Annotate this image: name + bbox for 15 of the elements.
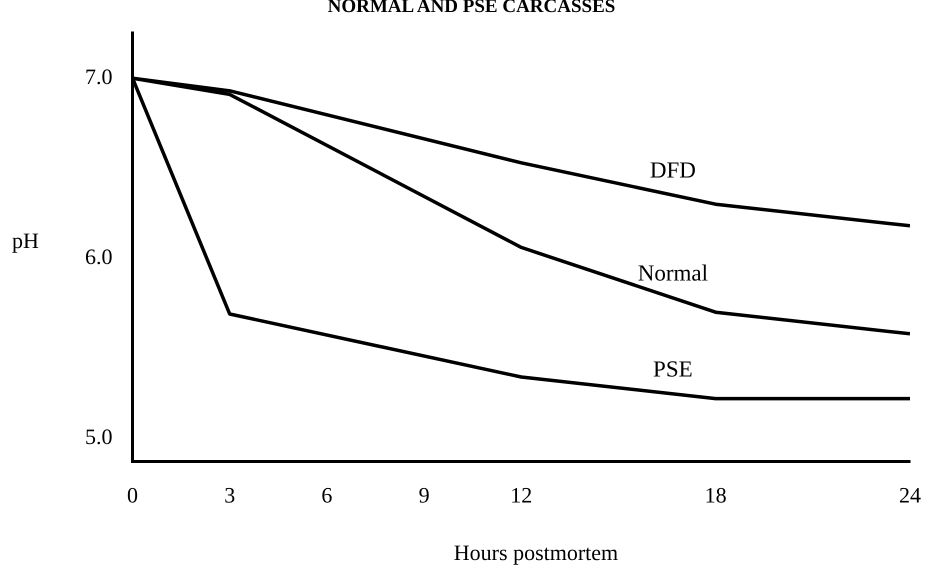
y-tick-label: 5.0 [85,424,112,449]
series-label: PSE [653,356,693,382]
x-axis-title: Hours postmortem [452,540,620,566]
x-tick-label: 6 [321,482,332,508]
y-axis-title: pH [12,228,39,254]
series-label: Normal [638,260,708,286]
x-tick-label: 24 [899,482,921,508]
y-tick-label: 6.0 [85,244,112,269]
x-tick-label: 9 [418,482,430,508]
x-tick-label: 18 [704,482,727,508]
series-label: DFD [650,158,696,183]
y-tick-label: 7.0 [85,64,112,89]
x-tick-label: 3 [224,482,236,508]
x-tick-label: 0 [127,482,138,508]
x-tick-label: 12 [510,482,532,508]
